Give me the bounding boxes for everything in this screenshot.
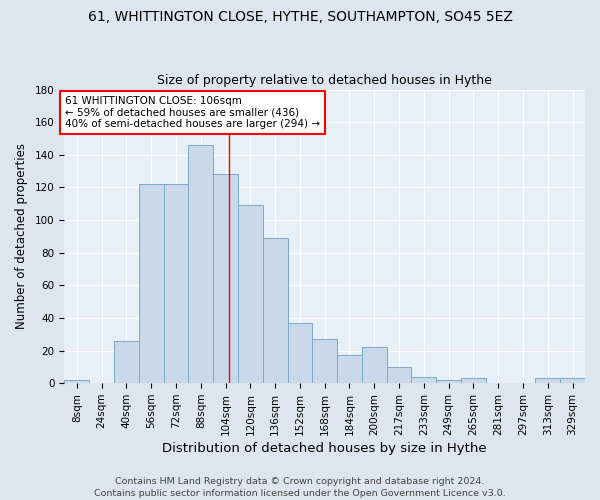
Bar	[114, 341, 139, 383]
Text: 61, WHITTINGTON CLOSE, HYTHE, SOUTHAMPTON, SO45 5EZ: 61, WHITTINGTON CLOSE, HYTHE, SOUTHAMPTO…	[88, 10, 512, 24]
Bar	[386, 367, 412, 383]
Bar	[362, 348, 386, 383]
Bar	[164, 184, 188, 383]
Bar	[313, 339, 337, 383]
Bar	[461, 378, 486, 383]
Bar	[337, 356, 362, 383]
Bar	[412, 376, 436, 383]
Bar	[535, 378, 560, 383]
Bar	[263, 238, 287, 383]
Y-axis label: Number of detached properties: Number of detached properties	[15, 144, 28, 330]
Bar	[64, 380, 89, 383]
Bar	[560, 378, 585, 383]
Bar	[238, 206, 263, 383]
Bar	[139, 184, 164, 383]
Bar	[188, 145, 213, 383]
Text: 61 WHITTINGTON CLOSE: 106sqm
← 59% of detached houses are smaller (436)
40% of s: 61 WHITTINGTON CLOSE: 106sqm ← 59% of de…	[65, 96, 320, 130]
Bar	[287, 323, 313, 383]
Title: Size of property relative to detached houses in Hythe: Size of property relative to detached ho…	[157, 74, 492, 87]
X-axis label: Distribution of detached houses by size in Hythe: Distribution of detached houses by size …	[163, 442, 487, 455]
Bar	[436, 380, 461, 383]
Bar	[213, 174, 238, 383]
Text: Contains HM Land Registry data © Crown copyright and database right 2024.
Contai: Contains HM Land Registry data © Crown c…	[94, 476, 506, 498]
